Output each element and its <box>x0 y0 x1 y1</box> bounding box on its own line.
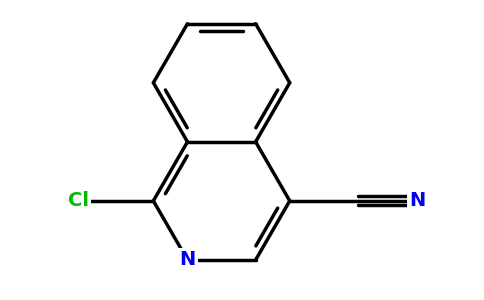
Text: Cl: Cl <box>68 191 89 210</box>
Text: N: N <box>180 250 196 269</box>
Text: N: N <box>409 191 425 210</box>
